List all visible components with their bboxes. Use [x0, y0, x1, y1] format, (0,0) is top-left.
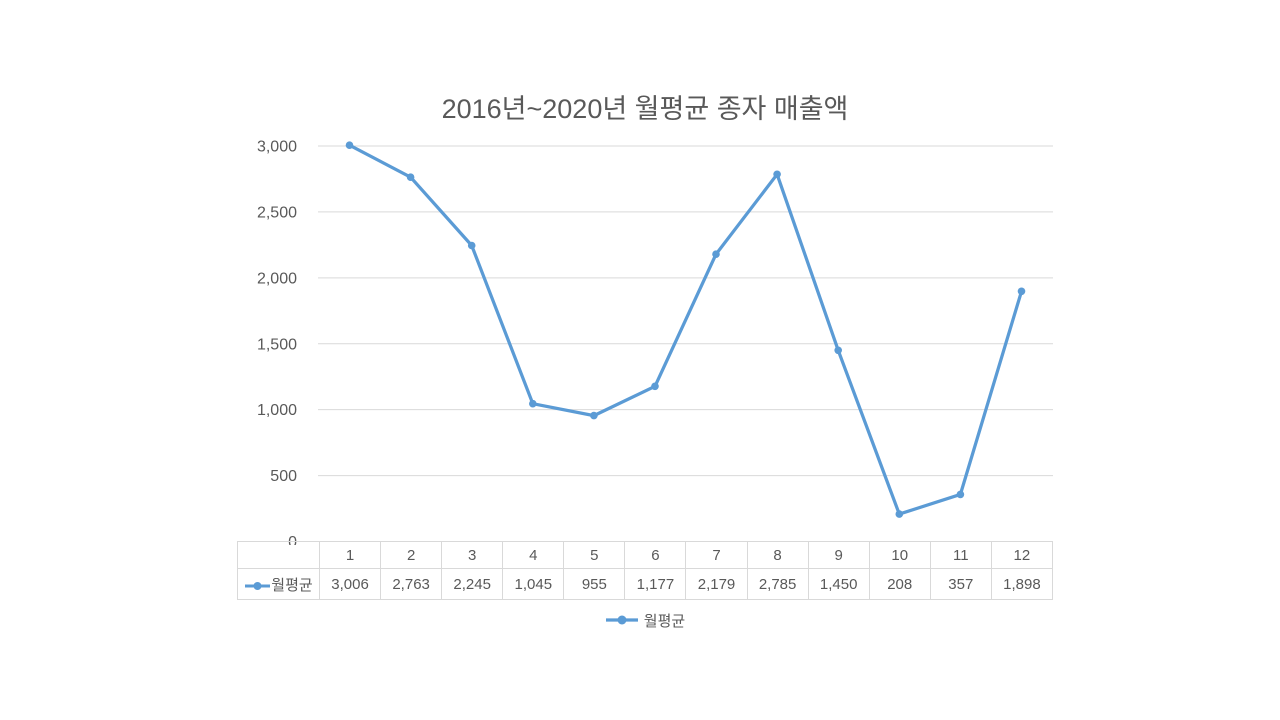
table-month-header: 4: [502, 541, 565, 569]
data-point-marker: [345, 141, 354, 149]
data-point-marker: [773, 170, 781, 179]
table-value-cell: 1,045: [502, 568, 565, 600]
table-value-cell: 3,006: [318, 568, 382, 600]
series-row-header: 월평균: [237, 568, 320, 600]
legend-label: 월평균: [643, 612, 686, 630]
data-point-marker: [956, 490, 965, 499]
table-month-header: 1: [318, 541, 382, 569]
y-axis-tick-label: 0: [288, 534, 297, 545]
plot-area: 0 500 1,000 1,500 2,000 2,500 3,000: [257, 139, 1053, 545]
table-value-cell: 1,450: [807, 568, 870, 600]
table-month-header: 6: [624, 541, 687, 569]
y-axis-tick-label: 500: [270, 468, 297, 485]
legend: 월평균: [238, 608, 1052, 632]
table-month-header: 10: [868, 541, 931, 569]
y-axis-tick-label: 2,000: [257, 270, 297, 287]
data-point-marker: [1017, 287, 1026, 296]
table-value-cell: 955: [563, 568, 626, 600]
data-table: 1 2 3 4 5 6 7 8 9 10 11 12 월평균 3,006 2,763 2,245 1,045…: [237, 541, 1053, 600]
data-point-marker: [590, 411, 598, 420]
table-month-header: 5: [563, 541, 626, 569]
series-name: 월평균: [271, 576, 313, 594]
table-month-header: 12: [990, 541, 1053, 569]
table-month-header: 7: [685, 541, 748, 569]
y-axis-tick-label: 1,500: [257, 336, 297, 353]
data-point-marker: [712, 250, 720, 258]
table-month-header: 2: [380, 541, 443, 569]
data-point-marker: [406, 173, 415, 181]
table-month-header: 3: [441, 541, 504, 569]
table-month-header: 9: [807, 541, 870, 569]
table-month-header: 11: [929, 541, 992, 569]
table-value-cell: 2,179: [685, 568, 748, 600]
table-value-cell: 357: [929, 568, 992, 600]
table-value-cell: 2,245: [441, 568, 504, 600]
y-axis-tick-label: 1,000: [257, 402, 297, 419]
table-corner-cell: [237, 541, 320, 569]
data-point-marker: [895, 510, 904, 518]
table-value-cell: 2,785: [746, 568, 809, 600]
table-data-row: 월평균 3,006 2,763 2,245 1,045 955 1,177 2,179 2,7…: [237, 568, 1053, 600]
table-value-cell: 2,763: [380, 568, 443, 600]
table-value-cell: 1,898: [990, 568, 1053, 600]
series-legend-key-icon: [245, 581, 271, 590]
table-value-cell: 1,177: [624, 568, 687, 600]
data-point-marker: [467, 241, 476, 250]
table-value-cell: 208: [868, 568, 931, 600]
table-month-header: 8: [746, 541, 809, 569]
data-point-marker: [651, 382, 659, 391]
data-point-marker: [529, 399, 537, 408]
chart-title: 2016년~2020년 월평균 종자 매출액: [441, 94, 849, 124]
data-point-marker: [834, 346, 842, 355]
legend-key-icon: [605, 615, 638, 625]
y-axis-tick-label: 3,000: [257, 139, 297, 156]
series-line: [347, 143, 1024, 516]
y-axis-tick-label: 2,500: [257, 204, 297, 221]
table-header-row: 1 2 3 4 5 6 7 8 9 10 11 12: [237, 541, 1053, 569]
